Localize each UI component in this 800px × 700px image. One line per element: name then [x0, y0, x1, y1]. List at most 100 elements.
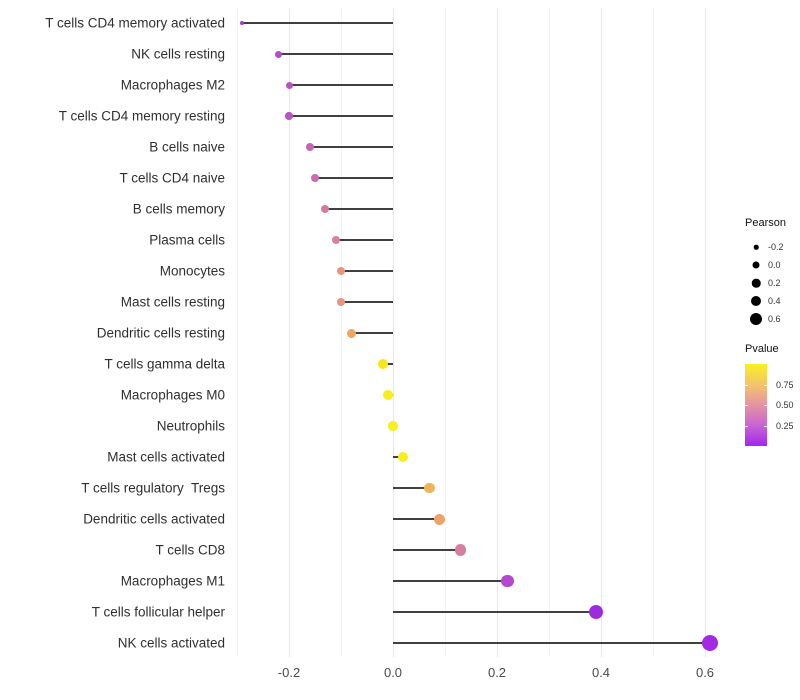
gridline-major: [600, 8, 602, 657]
lollipop-stem: [278, 53, 393, 55]
legend-pearson-entry: 0.6: [745, 310, 786, 328]
y-axis-label: Plasma cells: [149, 232, 225, 248]
lollipop-dot: [331, 235, 341, 245]
legend-pearson: Pearson -0.2 0.0 0.2 0.4 0.6: [745, 217, 786, 328]
lollipop-stem: [351, 332, 393, 334]
y-axis-label: T cells CD4 memory resting: [58, 108, 225, 124]
legend-pearson-entry: 0.4: [745, 292, 786, 310]
colorbar-label: 0.75: [776, 379, 794, 390]
lollipop-dot: [285, 81, 293, 89]
lollipop-dot: [377, 359, 388, 369]
y-axis-label: B cells memory: [132, 201, 225, 217]
legend-pearson-entry: 0.2: [745, 274, 786, 292]
legend-size-label: -0.2: [768, 242, 784, 252]
x-axis-tick-label: 0.2: [487, 665, 507, 680]
colorbar-tick: [745, 425, 748, 427]
colorbar-tick: [764, 405, 767, 406]
colorbar-tick: [745, 384, 748, 386]
y-axis-label: Neutrophils: [156, 418, 225, 434]
lollipop-dot: [336, 297, 346, 307]
gridline-major: [496, 8, 498, 657]
lollipop-dot: [398, 452, 409, 462]
lollipop-stem: [393, 487, 430, 489]
lollipop-dot: [305, 143, 314, 151]
x-axis-tick-label: -0.2: [277, 665, 301, 680]
lollipop-dot: [382, 390, 393, 400]
legend-pearson-entries: -0.2 0.0 0.2 0.4 0.6: [745, 238, 786, 328]
x-axis-tick-label: 0.6: [695, 665, 715, 680]
y-axis-label: Monocytes: [159, 263, 225, 279]
lollipop-dot: [501, 574, 514, 588]
lollipop-dot: [388, 421, 398, 431]
y-axis-label: Macrophages M2: [120, 77, 225, 93]
y-axis-label: NK cells resting: [131, 46, 225, 62]
y-axis-label: B cells naive: [149, 139, 225, 155]
legend-size-dot: [750, 313, 762, 325]
lollipop-stem: [309, 146, 393, 148]
legend-size-dot: [751, 296, 761, 306]
gridline-major: [704, 8, 706, 657]
gridline-major: [288, 8, 290, 657]
legend-pearson-title: Pearson: [745, 217, 786, 229]
legend-pvalue-title: Pvalue: [745, 343, 779, 355]
y-axis-label: T cells regulatory Tregs: [81, 480, 225, 496]
lollipop-stem: [289, 84, 393, 86]
lollipop-dot: [336, 266, 346, 276]
colorbar-tick: [764, 384, 767, 386]
colorbar-label: 0.50: [776, 400, 794, 410]
lollipop-stem: [242, 22, 393, 24]
legend-size-dot: [753, 244, 759, 250]
y-axis-label: Macrophages M0: [120, 387, 225, 403]
lollipop-stem: [393, 642, 711, 644]
lollipop-dot: [454, 544, 467, 556]
y-axis-label: T cells gamma delta: [104, 356, 225, 372]
gridline-minor: [340, 8, 342, 657]
lollipop-stem: [341, 270, 393, 272]
gridline-minor: [548, 8, 550, 657]
legend-size-dot: [751, 278, 761, 288]
y-axis-label: Dendritic cells activated: [83, 511, 225, 527]
colorbar-tick: [764, 425, 767, 427]
lollipop-dot: [702, 635, 719, 651]
y-axis-label: NK cells activated: [117, 635, 225, 651]
legend-size-dot: [752, 261, 760, 269]
lollipop-dot: [588, 605, 603, 619]
lollipop-stem: [382, 363, 393, 365]
legend-size-label: 0.0: [768, 260, 781, 270]
legend-size-label: 0.2: [768, 278, 781, 288]
legend-pearson-entry: 0.0: [745, 256, 786, 274]
gridline-minor: [236, 8, 238, 657]
lollipop-dot: [275, 50, 283, 58]
lollipop-dot: [321, 205, 330, 213]
lollipop-stem: [393, 456, 404, 458]
y-axis-label: T cells CD4 memory activated: [45, 15, 225, 31]
legend-size-label: 0.4: [768, 296, 781, 306]
y-axis-label: Macrophages M1: [120, 573, 225, 589]
y-axis-label: T cells CD4 naive: [119, 170, 225, 186]
y-axis-label: Mast cells activated: [107, 449, 225, 465]
lollipop-dot: [285, 112, 293, 120]
colorbar-label: 0.25: [776, 420, 794, 431]
lollipop-dot: [240, 21, 245, 25]
lollipop-stem: [393, 580, 508, 582]
lollipop-stem: [325, 208, 393, 210]
y-axis-label: Dendritic cells resting: [96, 325, 225, 341]
lollipop-stem: [393, 518, 440, 520]
legend-pearson-entry: -0.2: [745, 238, 786, 256]
x-axis-tick-label: 0.4: [591, 665, 611, 680]
y-axis-label: Mast cells resting: [120, 294, 225, 310]
y-axis-label: T cells follicular helper: [91, 604, 225, 620]
colorbar-tick: [745, 405, 748, 406]
gridline-major: [392, 8, 394, 657]
lollipop-dot: [311, 174, 319, 182]
pvalue-colorbar: 0.75 0.50 0.25: [745, 364, 794, 446]
x-axis-tick-label: 0.0: [383, 665, 403, 680]
lollipop-stem: [341, 301, 393, 303]
lollipop-stem: [315, 177, 393, 179]
y-axis-label: T cells CD8: [155, 542, 225, 558]
gridline-minor: [652, 8, 654, 657]
lollipop-stem: [335, 239, 393, 241]
gridline-minor: [444, 8, 446, 657]
lollipop-dot: [434, 513, 446, 525]
